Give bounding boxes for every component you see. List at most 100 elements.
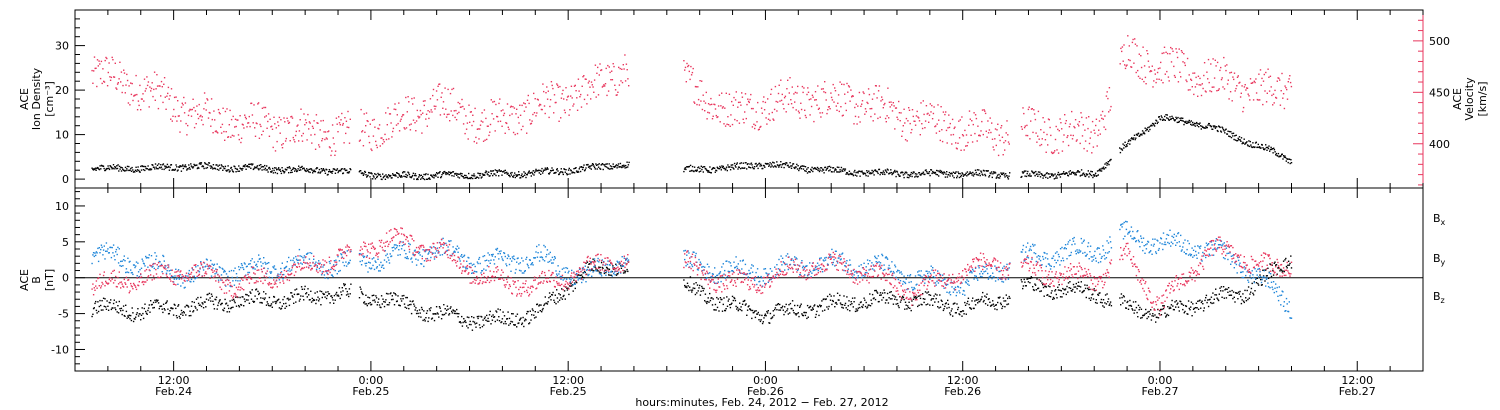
ion-density-point	[1075, 174, 1077, 176]
velocity-point	[420, 113, 422, 116]
bx-point	[414, 309, 416, 311]
by-point	[101, 246, 103, 248]
velocity-point	[533, 112, 536, 114]
ion-density-point	[628, 161, 630, 164]
velocity-point	[304, 119, 307, 121]
density-axis-label-line3: [cm⁻³]	[43, 81, 56, 117]
bx-point	[1003, 300, 1005, 302]
velocity-point	[697, 86, 699, 88]
velocity-point	[483, 109, 486, 111]
bx-point	[988, 298, 990, 300]
bx-point	[97, 310, 100, 313]
bx-point	[471, 329, 474, 331]
by-point	[106, 250, 108, 252]
ion-density-point	[548, 173, 550, 175]
velocity-point	[1049, 126, 1051, 129]
bx-point	[103, 305, 105, 308]
bx-point	[892, 303, 895, 305]
velocity-point	[399, 120, 402, 122]
ion-density-point	[1097, 174, 1099, 176]
bx-point	[753, 311, 755, 314]
bx-point	[107, 309, 110, 311]
ion-density-point	[1092, 174, 1095, 176]
velocity-point	[279, 132, 281, 134]
velocity-point	[532, 113, 534, 116]
bx-point	[511, 321, 514, 323]
ion-density-point	[381, 178, 383, 181]
velocity-point	[281, 147, 284, 149]
bx-point	[209, 297, 211, 299]
velocity-point	[865, 110, 867, 113]
velocity-point	[143, 100, 145, 102]
ion-density-point	[1038, 173, 1040, 176]
velocity-point	[901, 130, 904, 132]
ion-density-point	[295, 169, 297, 171]
velocity-point	[451, 88, 453, 91]
bx-point	[215, 296, 218, 298]
density-tick-label: 0	[62, 173, 69, 186]
by-point	[142, 260, 144, 262]
bx-point	[109, 302, 111, 304]
ion-density-point	[218, 169, 220, 171]
ion-density-point	[763, 165, 765, 167]
ion-density-point	[938, 175, 940, 177]
velocity-point	[610, 79, 612, 81]
velocity-point	[281, 144, 283, 146]
velocity-point	[1206, 71, 1208, 73]
bx-point	[1076, 288, 1078, 290]
bx-point	[1039, 290, 1041, 293]
velocity-point	[496, 116, 499, 118]
bx-point	[853, 301, 855, 303]
by-point	[233, 284, 236, 286]
bx-point	[194, 305, 196, 308]
bx-point	[576, 281, 578, 284]
ion-density-point	[1275, 152, 1278, 155]
by-point	[223, 271, 225, 273]
ion-density-point	[216, 164, 218, 166]
bx-point	[1035, 289, 1037, 291]
velocity-point	[1163, 46, 1166, 48]
ion-density-point	[462, 176, 464, 178]
ion-density-point	[1069, 170, 1071, 172]
velocity-point	[193, 126, 196, 129]
bx-point	[169, 310, 171, 312]
bx-point	[335, 293, 337, 295]
velocity-point	[455, 109, 457, 112]
bx-point	[388, 302, 391, 304]
bx-point	[851, 303, 853, 305]
bx-point	[1002, 297, 1005, 299]
ion-density-point	[190, 165, 193, 167]
velocity-point	[575, 90, 577, 92]
velocity-point	[760, 125, 762, 128]
ion-density-point	[349, 168, 351, 170]
bx-point	[800, 303, 802, 305]
bx-point	[541, 311, 543, 313]
velocity-point	[931, 104, 933, 107]
bx-point	[1185, 305, 1188, 308]
velocity-point	[1208, 81, 1210, 84]
bx-point	[319, 290, 321, 292]
bx-point	[1134, 309, 1136, 311]
velocity-point	[851, 95, 854, 97]
velocity-point	[403, 127, 405, 129]
velocity-point	[337, 131, 339, 133]
velocity-point	[1121, 46, 1124, 48]
velocity-point	[735, 91, 737, 93]
bx-point	[1100, 298, 1103, 301]
bx-point	[1042, 286, 1045, 289]
by-point	[160, 263, 163, 266]
velocity-point	[345, 120, 348, 122]
ion-density-point	[1218, 126, 1221, 128]
ion-density-point	[770, 166, 772, 168]
ion-density-point	[1084, 175, 1087, 178]
velocity-point	[1271, 94, 1273, 97]
ion-density-point	[1200, 125, 1202, 127]
ion-density-point	[962, 175, 965, 177]
bx-point	[425, 317, 427, 319]
ion-density-point	[1078, 171, 1081, 173]
bx-point	[939, 306, 942, 308]
bx-point	[908, 301, 910, 303]
bx-point	[473, 321, 476, 323]
bx-point	[537, 311, 539, 313]
velocity-point	[703, 100, 705, 102]
